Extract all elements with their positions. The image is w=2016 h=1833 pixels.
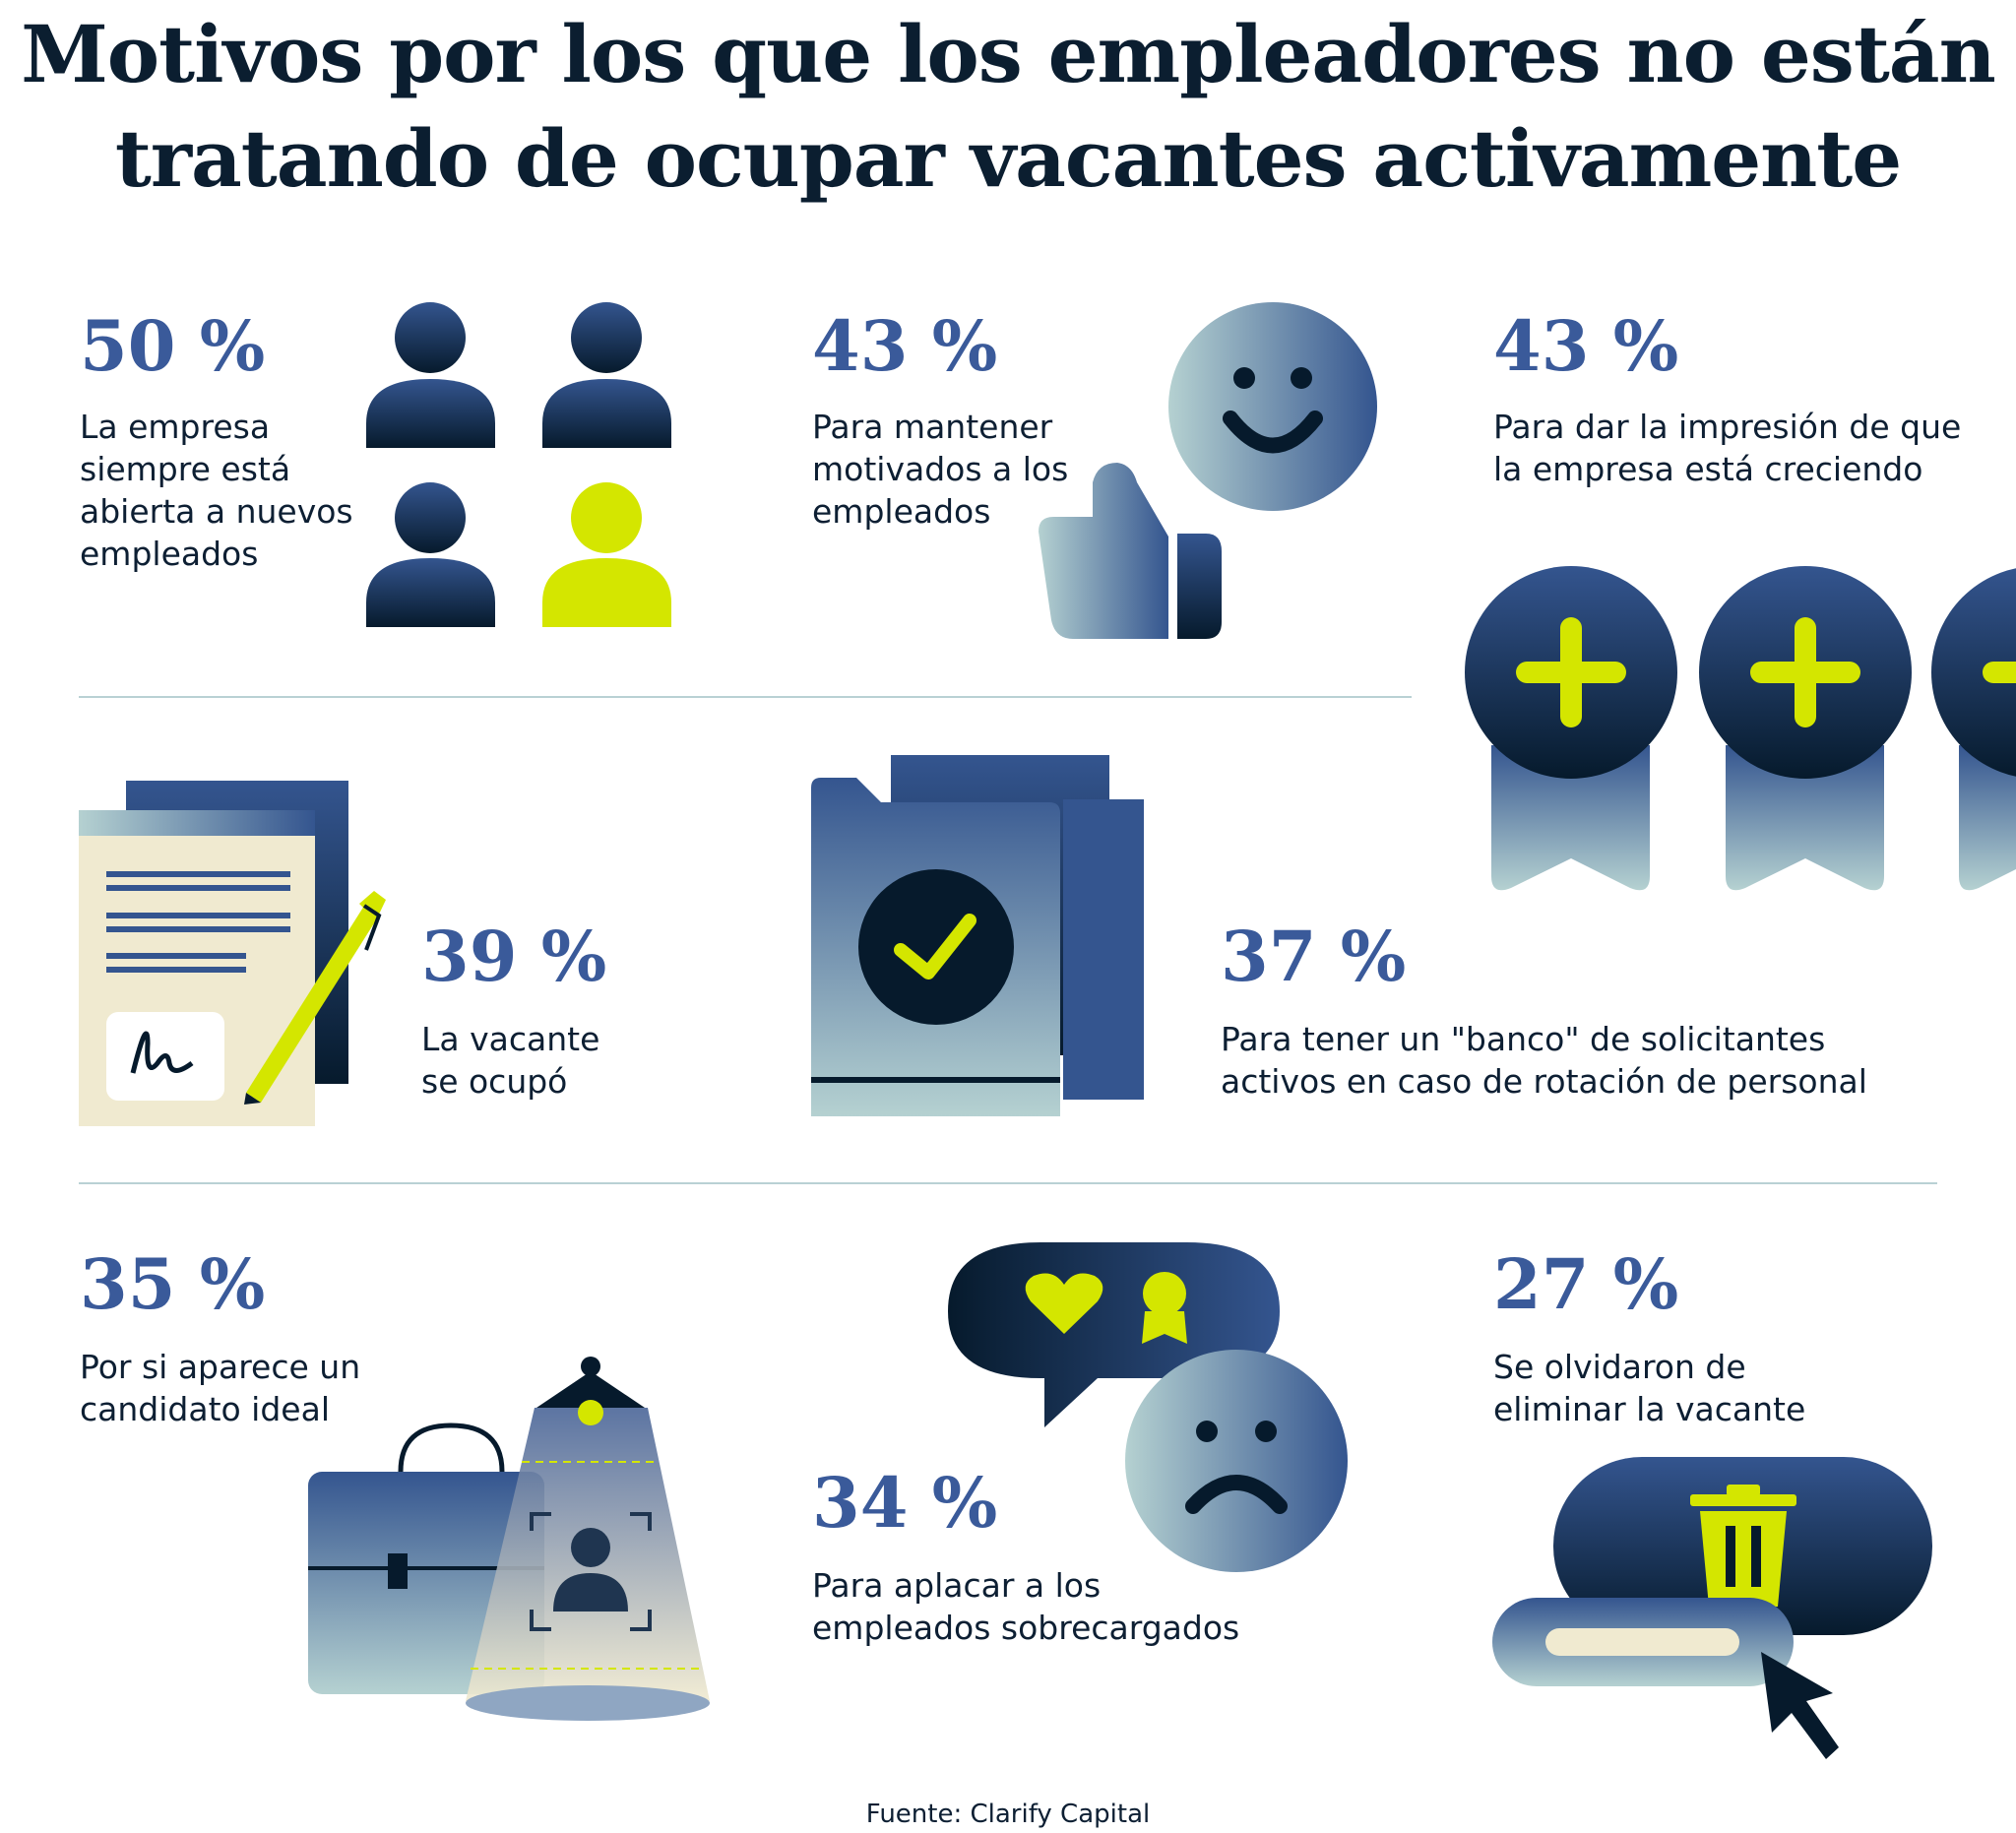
person-highlighted-icon bbox=[542, 482, 671, 627]
delete-trash-icon bbox=[1492, 1457, 1932, 1759]
smiley-face-icon bbox=[1168, 302, 1377, 511]
trash-icon bbox=[1690, 1485, 1796, 1607]
stat-desc-new-employees: La empresa siempre está abierta a nuevos… bbox=[80, 406, 353, 575]
desc-line: abierta a nuevos bbox=[80, 492, 353, 531]
stat-value-applicant-bank: 37 % bbox=[1221, 916, 1407, 997]
thumbs-up-icon bbox=[1039, 463, 1222, 639]
title-line-1: Motivos por los que los empleadores no e… bbox=[21, 8, 1996, 100]
stat-desc-motivation: Para mantener motivados a los empleados bbox=[812, 406, 1068, 533]
stat-value-new-employees: 50 % bbox=[80, 305, 266, 387]
lamp-icon bbox=[466, 1357, 710, 1721]
desc-line: eliminar la vacante bbox=[1493, 1390, 1806, 1428]
desc-line: Para tener un "banco" de solicitantes bbox=[1221, 1020, 1826, 1058]
badge-icon bbox=[1931, 568, 2016, 891]
desc-line: empleados bbox=[80, 535, 259, 573]
sad-face-speech-bubble-icon bbox=[948, 1242, 1348, 1572]
badge-icon bbox=[1699, 566, 1912, 891]
page-title: Motivos por los que los empleadores no e… bbox=[0, 2, 2016, 211]
desc-line: motivados a los bbox=[812, 450, 1069, 488]
briefcase-spotlight-icon bbox=[308, 1357, 710, 1721]
desc-line: La vacante bbox=[421, 1020, 600, 1058]
desc-line: empleados bbox=[812, 492, 991, 531]
desc-line: candidato ideal bbox=[80, 1390, 330, 1428]
stat-desc-applicant-bank: Para tener un "banco" de solicitantes ac… bbox=[1221, 1018, 1867, 1103]
person-icon bbox=[366, 482, 495, 627]
desc-line: Para aplacar a los bbox=[812, 1566, 1102, 1605]
person-icon bbox=[542, 302, 671, 448]
stat-value-overloaded: 34 % bbox=[812, 1462, 998, 1544]
award-icon bbox=[1142, 1272, 1187, 1344]
signed-document-icon bbox=[79, 781, 386, 1126]
desc-line: Para dar la impresión de que bbox=[1493, 408, 1962, 446]
heart-icon bbox=[1025, 1273, 1103, 1334]
stat-desc-filled: La vacante se ocupó bbox=[421, 1018, 599, 1103]
approved-folder-icon bbox=[811, 755, 1144, 1116]
people-icon bbox=[366, 302, 671, 627]
desc-line: siempre está bbox=[80, 450, 291, 488]
pen-icon bbox=[244, 891, 386, 1105]
desc-line: activos en caso de rotación de personal bbox=[1221, 1062, 1867, 1101]
divider bbox=[79, 1182, 1937, 1184]
stat-value-motivation: 43 % bbox=[812, 305, 998, 387]
title-line-2: tratando de ocupar vacantes activamente bbox=[114, 112, 1902, 205]
stat-desc-forgot: Se olvidaron de eliminar la vacante bbox=[1493, 1346, 1805, 1430]
desc-line: la empresa está creciendo bbox=[1493, 450, 1923, 488]
desc-line: Por si aparece un bbox=[80, 1348, 361, 1386]
stat-desc-overloaded: Para aplacar a los empleados sobrecargad… bbox=[812, 1564, 1239, 1649]
smiley-thumbs-up-icon bbox=[1039, 302, 1377, 639]
stat-desc-growth: Para dar la impresión de que la empresa … bbox=[1493, 406, 1961, 490]
check-circle-icon bbox=[858, 869, 1014, 1025]
sad-face-icon bbox=[1125, 1350, 1348, 1572]
stat-desc-ideal-candidate: Por si aparece un candidato ideal bbox=[80, 1346, 360, 1430]
badge-icon bbox=[1465, 566, 1677, 891]
desc-line: La empresa bbox=[80, 408, 271, 446]
plus-badge-icon bbox=[1465, 566, 2016, 891]
desc-line: Para mantener bbox=[812, 408, 1053, 446]
cursor-icon bbox=[1761, 1652, 1839, 1759]
desc-line: se ocupó bbox=[421, 1062, 568, 1101]
stat-value-filled: 39 % bbox=[421, 916, 607, 997]
source-note: Fuente: Clarify Capital bbox=[865, 1800, 1151, 1829]
divider bbox=[79, 696, 1412, 698]
stat-value-forgot: 27 % bbox=[1493, 1243, 1679, 1325]
desc-line: Se olvidaron de bbox=[1493, 1348, 1746, 1386]
person-icon bbox=[366, 302, 495, 448]
stat-value-growth: 43 % bbox=[1493, 305, 1679, 387]
stat-value-ideal-candidate: 35 % bbox=[80, 1243, 266, 1325]
desc-line: empleados sobrecargados bbox=[812, 1609, 1240, 1647]
